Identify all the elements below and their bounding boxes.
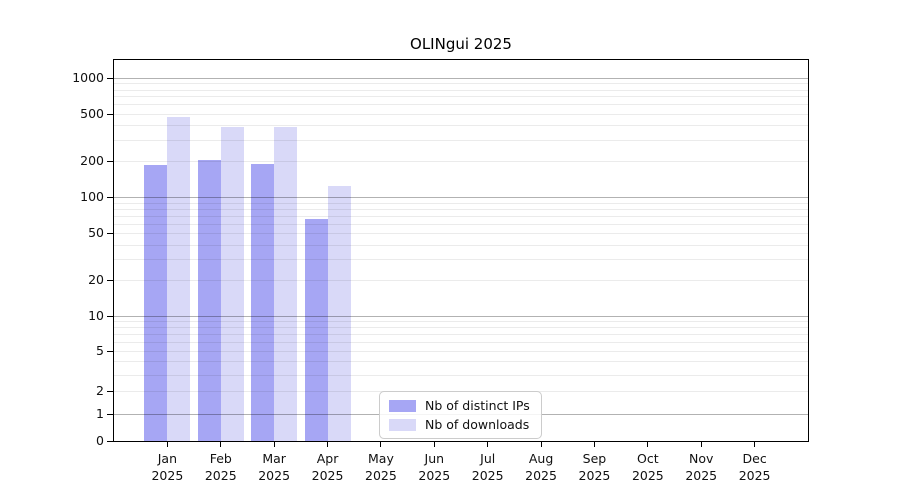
gridline-minor-800 (114, 90, 808, 91)
legend-swatch-downloads (389, 419, 416, 431)
gridline-minor-600 (114, 104, 808, 105)
y-tick-label-50: 50 (20, 225, 104, 241)
bar-downloads-feb (221, 127, 244, 441)
gridline-minor-8 (114, 327, 808, 328)
bar-distinct-ips-apr (305, 219, 328, 441)
chart-figure: OLINgui 2025 Nb of distinct IPs Nb of do… (0, 0, 900, 500)
x-tick-mark-nov (701, 442, 702, 447)
gridline-minor-500 (114, 114, 808, 115)
gridline-minor-9 (114, 321, 808, 322)
bar-downloads-mar (274, 127, 297, 441)
gridline-minor-6 (114, 342, 808, 343)
y-tick-label-200: 200 (20, 153, 104, 169)
x-tick-mark-sep (594, 442, 595, 447)
y-tick-mark-200 (107, 161, 113, 162)
y-tick-label-100: 100 (20, 189, 104, 205)
gridline-minor-80 (114, 209, 808, 210)
bar-distinct-ips-jan (144, 165, 167, 441)
y-tick-mark-50 (107, 233, 113, 234)
gridline-minor-40 (114, 245, 808, 246)
legend-item-downloads: Nb of downloads (389, 417, 530, 432)
x-tick-label-dec: Dec 2025 (723, 451, 787, 484)
gridline-minor-90 (114, 203, 808, 204)
x-tick-mark-jan (167, 442, 168, 447)
gridline-minor-30 (114, 259, 808, 260)
gridline-minor-700 (114, 96, 808, 97)
y-tick-mark-10 (107, 316, 113, 317)
gridline-minor-5 (114, 351, 808, 352)
x-tick-mark-jun (434, 442, 435, 447)
gridline-minor-60 (114, 224, 808, 225)
gridline-minor-3 (114, 375, 808, 376)
legend-swatch-distinct-ips (389, 400, 416, 412)
y-tick-mark-0 (107, 441, 113, 442)
x-tick-mark-jul (487, 442, 488, 447)
x-tick-mark-feb (220, 442, 221, 447)
y-tick-label-500: 500 (20, 106, 104, 122)
x-tick-mark-may (380, 442, 381, 447)
y-tick-label-10: 10 (20, 308, 104, 324)
y-tick-label-20: 20 (20, 272, 104, 288)
gridline-minor-300 (114, 140, 808, 141)
gridline-minor-4 (114, 361, 808, 362)
y-tick-mark-5 (107, 351, 113, 352)
gridline-minor-70 (114, 216, 808, 217)
legend-item-distinct-ips: Nb of distinct IPs (389, 398, 530, 413)
legend-label: Nb of distinct IPs (425, 398, 530, 413)
y-tick-mark-100 (107, 197, 113, 198)
y-tick-mark-1 (107, 414, 113, 415)
gridline-minor-400 (114, 125, 808, 126)
gridline-minor-200 (114, 161, 808, 162)
x-tick-mark-apr (327, 442, 328, 447)
gridline-minor-900 (114, 83, 808, 84)
legend-label: Nb of downloads (425, 417, 529, 432)
chart-title: OLINgui 2025 (113, 35, 809, 53)
y-tick-label-1000: 1000 (20, 70, 104, 86)
x-tick-mark-mar (274, 442, 275, 447)
y-tick-mark-1000 (107, 78, 113, 79)
x-tick-mark-oct (647, 442, 648, 447)
y-tick-label-2: 2 (20, 383, 104, 399)
gridline-minor-7 (114, 334, 808, 335)
gridline-minor-50 (114, 233, 808, 234)
y-tick-mark-500 (107, 114, 113, 115)
x-tick-mark-dec (754, 442, 755, 447)
y-tick-label-5: 5 (20, 343, 104, 359)
bar-distinct-ips-mar (251, 164, 274, 441)
y-tick-mark-20 (107, 280, 113, 281)
gridline-minor-20 (114, 280, 808, 281)
x-tick-mark-aug (541, 442, 542, 447)
gridline-major-1000 (114, 78, 808, 79)
plot-area: Nb of distinct IPs Nb of downloads (113, 59, 809, 442)
gridline-major-10 (114, 316, 808, 317)
y-tick-mark-2 (107, 391, 113, 392)
y-tick-label-1: 1 (20, 406, 104, 422)
legend: Nb of distinct IPs Nb of downloads (379, 391, 542, 439)
bar-downloads-apr (328, 186, 351, 441)
y-tick-label-0: 0 (20, 433, 104, 449)
gridline-major-100 (114, 197, 808, 198)
